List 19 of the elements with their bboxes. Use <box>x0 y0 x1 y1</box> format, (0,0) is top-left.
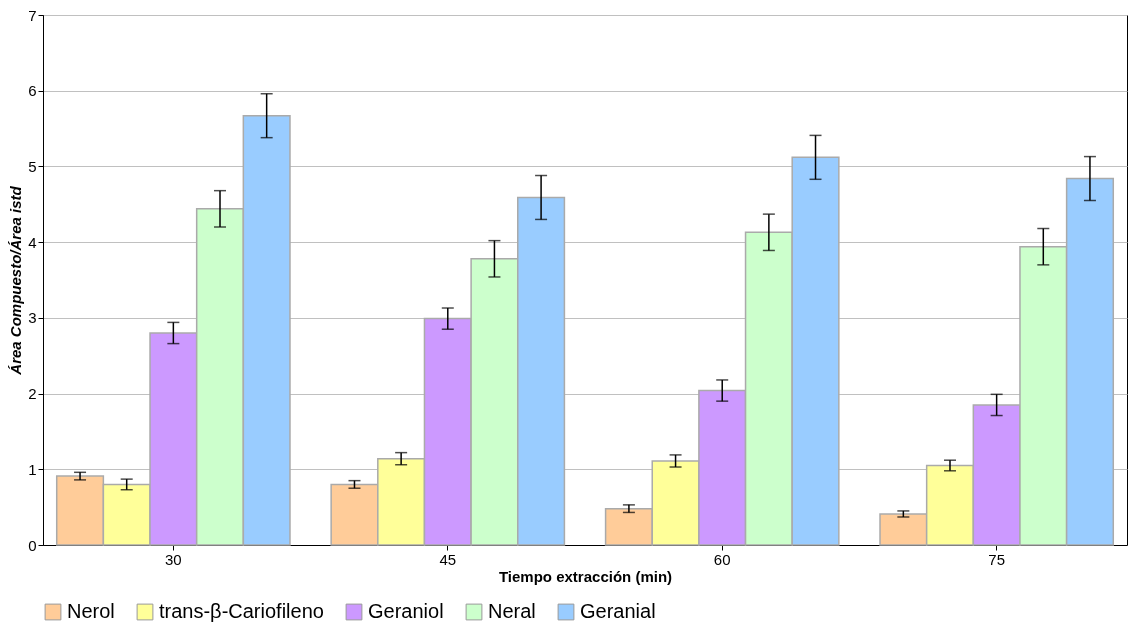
legend-label: Geranial <box>580 600 656 622</box>
x-tick-label: 45 <box>439 550 457 568</box>
y-tick-label: 2 <box>28 385 37 403</box>
y-tick-label: 7 <box>28 6 37 24</box>
y-tick-label: 5 <box>28 157 37 175</box>
x-axis-title: Tiempo extracción (min) <box>498 567 673 585</box>
legend-label: Neral <box>488 600 536 622</box>
y-tick-label: 6 <box>28 82 37 100</box>
x-tick-label: 30 <box>165 550 182 568</box>
y-tick-label: 4 <box>28 233 37 251</box>
y-tick-label: 0 <box>28 536 37 554</box>
x-tick-label: 60 <box>713 550 731 568</box>
legend-label: trans-β-Cariofileno <box>159 600 324 622</box>
legend-label: Nerol <box>67 600 115 622</box>
y-tick-label: 1 <box>28 460 37 478</box>
x-tick-label: 75 <box>988 550 1005 568</box>
y-axis-title: Área Compuesto/Área istd <box>7 185 25 376</box>
legend-label: Geraniol <box>368 600 444 622</box>
y-tick-label: 3 <box>28 309 37 327</box>
